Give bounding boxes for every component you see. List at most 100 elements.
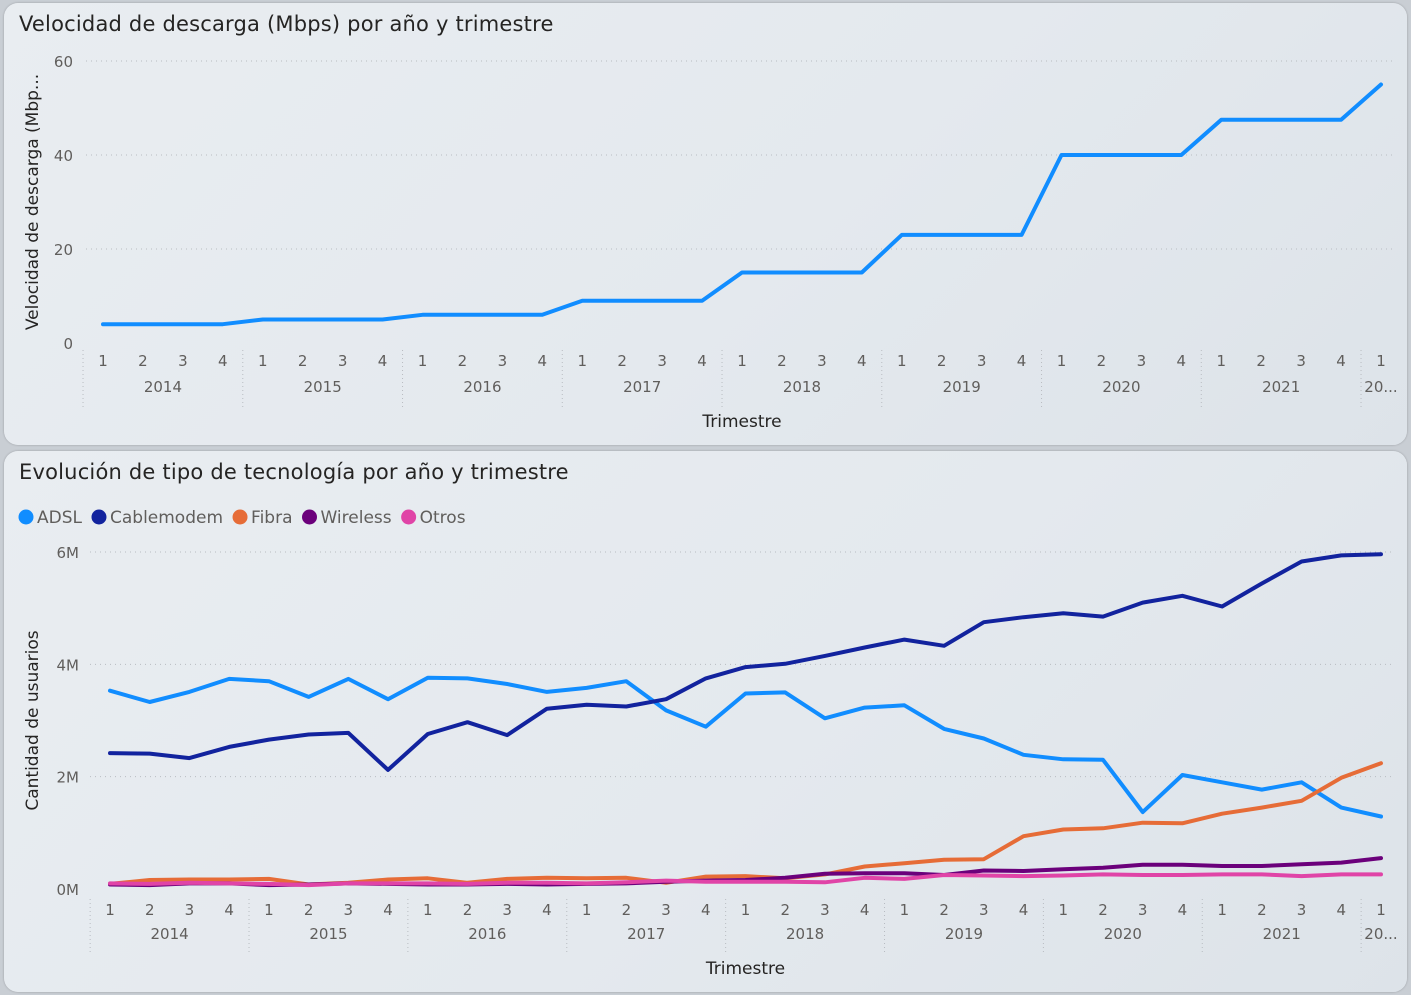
x-quarter-label: 3 <box>657 352 667 370</box>
y-tick-label: 40 <box>54 147 73 165</box>
y-tick-label: 0M <box>57 881 80 899</box>
x-quarter-label: 4 <box>1337 901 1347 919</box>
x-quarter-label: 1 <box>1376 901 1386 919</box>
x-year-label: 2017 <box>623 378 661 396</box>
x-quarter-label: 4 <box>1017 352 1027 370</box>
x-quarter-label: 2 <box>617 352 627 370</box>
x-quarter-label: 1 <box>264 901 274 919</box>
x-quarter-label: 4 <box>1178 901 1188 919</box>
x-year-label: 2020 <box>1102 378 1140 396</box>
x-quarter-label: 3 <box>1297 901 1307 919</box>
x-year-label: 2019 <box>943 378 981 396</box>
x-quarter-label: 1 <box>900 901 910 919</box>
tech-chart-title: Evolución de tipo de tecnología por año … <box>19 460 569 484</box>
y-tick-label: 20 <box>54 241 73 259</box>
x-quarter-label: 2 <box>298 352 308 370</box>
x-year-label: 2015 <box>304 378 342 396</box>
x-quarter-label: 1 <box>1216 352 1226 370</box>
x-year-label: 20... <box>1364 925 1397 943</box>
series-line-otros <box>108 872 1383 888</box>
x-quarter-label: 3 <box>185 901 195 919</box>
x-axis-title: Trimestre <box>705 959 785 979</box>
series-line-adsl <box>108 675 1383 819</box>
x-quarter-label: 2 <box>1098 901 1108 919</box>
x-quarter-label: 2 <box>780 901 790 919</box>
x-quarter-label: 1 <box>897 352 907 370</box>
x-quarter-label: 1 <box>1058 901 1068 919</box>
y-axis-title: Cantidad de usuarios <box>23 630 43 810</box>
legend-marker <box>18 509 34 525</box>
speed-chart-panel: Velocidad de descarga (Mbps) por año y t… <box>4 3 1407 445</box>
x-quarter-label: 3 <box>498 352 508 370</box>
tech-chart-panel: Evolución de tipo de tecnología por año … <box>4 451 1407 992</box>
legend-marker <box>91 509 107 525</box>
speed-chart-svg[interactable]: 0 20 40 60 1 2 3 4 1 2 3 4 1 2 3 4 1 2 3 4 1 2 3 4 1 2 3 4 1 2 3 4 1 2 3 4 1… <box>4 3 1407 445</box>
x-year-label: 20... <box>1364 378 1397 396</box>
x-year-label: 2017 <box>627 925 665 943</box>
x-year-label: 2020 <box>1104 925 1142 943</box>
x-quarter-label: 3 <box>1138 901 1148 919</box>
tech-chart-svg[interactable]: 0M 2M 4M 6M 1 2 3 4 1 2 3 4 1 2 3 4 1 2 3 4 1 2 3 4 1 2 3 4 1 2 3 4 1 2 3 4… <box>4 451 1407 992</box>
x-quarter-label: 4 <box>224 901 234 919</box>
x-quarter-label: 4 <box>538 352 548 370</box>
legend-marker <box>302 509 317 525</box>
x-year-label: 2014 <box>150 925 188 943</box>
x-quarter-label: 1 <box>577 352 587 370</box>
x-quarter-label: 1 <box>741 901 751 919</box>
x-quarter-label: 3 <box>338 352 348 370</box>
y-tick-label: 2M <box>57 769 80 787</box>
x-quarter-label: 2 <box>1256 352 1266 370</box>
legend-label: ADSL <box>37 508 83 528</box>
x-quarter-label: 2 <box>1257 901 1267 919</box>
x-quarter-label: 2 <box>622 901 632 919</box>
legend-label: Cablemodem <box>110 508 223 528</box>
x-quarter-label: 3 <box>1137 352 1147 370</box>
x-quarter-label: 1 <box>1057 352 1067 370</box>
x-quarter-label: 3 <box>661 901 671 919</box>
x-year-label: 2014 <box>144 378 182 396</box>
x-quarter-label: 2 <box>937 352 947 370</box>
x-year-label: 2021 <box>1263 925 1301 943</box>
x-quarter-label: 4 <box>860 901 870 919</box>
x-quarter-label: 1 <box>418 352 428 370</box>
x-quarter-label: 3 <box>817 352 827 370</box>
x-axis-title: Trimestre <box>701 412 781 432</box>
x-quarter-label: 2 <box>458 352 468 370</box>
x-quarter-label: 1 <box>1376 352 1386 370</box>
x-year-label: 2018 <box>786 925 824 943</box>
x-quarter-label: 4 <box>1019 901 1029 919</box>
x-year-label: 2015 <box>309 925 347 943</box>
x-quarter-label: 2 <box>304 901 314 919</box>
x-quarter-label: 1 <box>98 352 108 370</box>
series-line-cablemodem <box>108 552 1383 772</box>
x-quarter-label: 3 <box>502 901 512 919</box>
x-quarter-label: 1 <box>737 352 747 370</box>
x-quarter-label: 3 <box>344 901 354 919</box>
x-quarter-label: 3 <box>977 352 987 370</box>
x-quarter-label: 4 <box>218 352 228 370</box>
x-quarter-label: 1 <box>1217 901 1227 919</box>
x-quarter-label: 3 <box>979 901 989 919</box>
x-quarter-label: 1 <box>582 901 592 919</box>
x-quarter-label: 2 <box>1097 352 1107 370</box>
x-quarter-label: 2 <box>777 352 787 370</box>
y-axis-title: Velocidad de descarga (Mbp... <box>23 74 43 330</box>
legend-marker <box>401 509 417 525</box>
y-tick-label: 4M <box>57 656 80 674</box>
x-quarter-label: 4 <box>542 901 552 919</box>
x-year-label: 2016 <box>468 925 506 943</box>
x-quarter-label: 1 <box>423 901 433 919</box>
legend-label: Otros <box>420 508 466 528</box>
series-line-velocidad-de-descarga-mbps- <box>101 82 1383 327</box>
legend-label: Wireless <box>321 508 392 528</box>
speed-chart-title: Velocidad de descarga (Mbps) por año y t… <box>19 12 554 36</box>
x-year-label: 2016 <box>463 378 501 396</box>
x-year-label: 2018 <box>783 378 821 396</box>
x-quarter-label: 2 <box>939 901 949 919</box>
x-year-label: 2019 <box>945 925 983 943</box>
x-quarter-label: 1 <box>105 901 115 919</box>
x-quarter-label: 2 <box>138 352 148 370</box>
x-quarter-label: 4 <box>1177 352 1187 370</box>
y-tick-label: 0 <box>63 335 73 353</box>
legend-label: Fibra <box>251 508 292 528</box>
